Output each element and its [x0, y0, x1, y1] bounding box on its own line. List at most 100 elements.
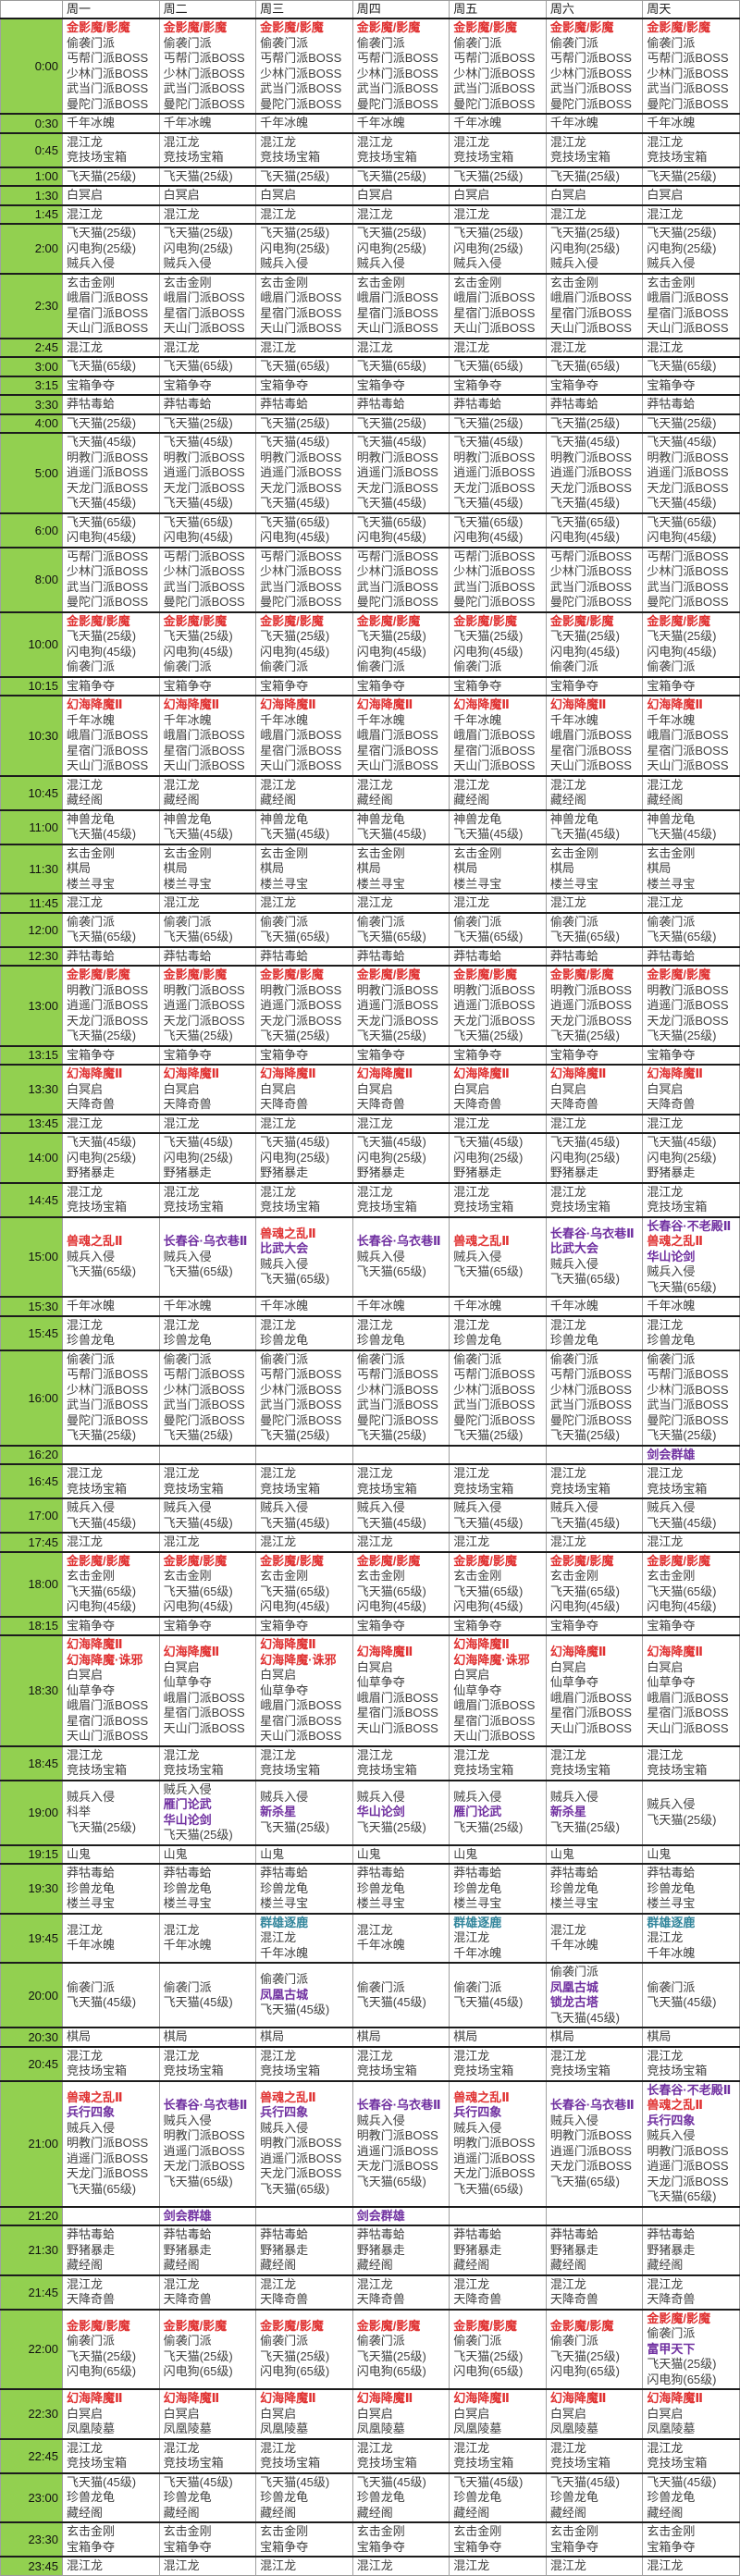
- event-label: 莽牯毒蛤: [260, 1866, 309, 1880]
- schedule-cell: 混江龙: [158, 337, 256, 357]
- event-label: 白冥启: [260, 188, 297, 202]
- event-label: 混江龙: [647, 134, 684, 149]
- event-label: 山鬼: [356, 1846, 381, 1861]
- event-label: 少林门派BOSS: [356, 66, 438, 80]
- schedule-cell: 贼兵入侵 飞天猫(45级): [158, 1498, 256, 1533]
- event-label: 千年冰魄: [453, 116, 502, 129]
- event-label: 飞天猫(25级): [356, 168, 426, 183]
- event-label: 幻海降魔Ⅱ: [260, 697, 316, 711]
- event-label: 天降奇兽: [67, 2292, 116, 2306]
- schedule-cell: 金影魔/影魔 偷袭门派 丐帮门派BOSS 少林门派BOSS 武当门派BOSS 曼陀门派BO…: [449, 18, 547, 114]
- schedule-cell: 玄击金刚 棋局 楼兰寻宝: [158, 843, 256, 894]
- event-label: 丐帮门派BOSS: [260, 548, 342, 563]
- event-label: 幻海降魔Ⅱ: [453, 2391, 510, 2405]
- event-label: 宝箱争夺: [647, 1047, 696, 1062]
- time-label: 18:30: [0, 1634, 63, 1746]
- event-label: 贼兵入侵: [453, 2120, 502, 2135]
- event-label: 凤凰古城: [549, 1979, 598, 1994]
- event-label: 天山门派BOSS: [549, 1720, 632, 1735]
- event-label: 混江龙: [453, 1115, 490, 1130]
- event-label: 偷袭门派: [260, 914, 309, 929]
- event-label: 竞技场宝箱: [163, 2064, 224, 2077]
- schedule-cell: 千年冰魄: [642, 113, 740, 133]
- event-label: 莽牯毒蛤: [647, 1866, 696, 1880]
- event-label: 峨眉门派BOSS: [549, 290, 632, 304]
- event-label: 混江龙: [356, 1115, 393, 1130]
- event-label: 天山门派BOSS: [67, 758, 149, 772]
- event-label: 峨眉门派BOSS: [647, 1690, 729, 1705]
- event-label: 竞技场宝箱: [356, 2064, 417, 2077]
- event-label: 星宿门派BOSS: [647, 305, 729, 320]
- event-label: 宝箱争夺: [453, 1047, 502, 1062]
- event-label: 峨眉门派BOSS: [356, 728, 438, 742]
- event-label: 飞天猫(25级): [260, 1819, 330, 1834]
- event-label: 飞天猫(65级): [647, 2189, 717, 2203]
- schedule-row: 18:15 宝箱争夺 宝箱争夺 宝箱争夺 宝箱争夺 宝箱争夺 宝箱争夺 宝箱争夺: [0, 1615, 740, 1635]
- event-label: 竞技场宝箱: [67, 1763, 128, 1777]
- event-label: 藏经阁: [356, 2258, 393, 2272]
- event-label: 少林门派BOSS: [453, 66, 536, 80]
- event-label: 野猪暴走: [647, 1165, 696, 1179]
- schedule-cell: 飞天猫(45级) 珍兽龙龟 藏经阁: [449, 2471, 547, 2522]
- schedule-cell: 宝箱争夺: [642, 675, 740, 696]
- event-label: 丐帮门派BOSS: [163, 51, 245, 65]
- event-label: 玄击金刚: [356, 2524, 405, 2538]
- schedule-cell: 千年冰魄: [62, 1296, 160, 1316]
- schedule-cell: 金影魔/影魔 明教门派BOSS 逍遥门派BOSS 天龙门派BOSS 飞天猫(25级): [62, 965, 160, 1046]
- event-label: 玄击金刚: [67, 845, 116, 860]
- schedule-cell: 莽牯毒蛤 珍兽龙龟 楼兰寻宝: [545, 1863, 643, 1914]
- event-label: 飞天猫(45级): [356, 496, 426, 510]
- event-label: 闪电狗(45级): [356, 1599, 426, 1613]
- event-label: 科举: [67, 1805, 92, 1819]
- event-label: 莽牯毒蛤: [260, 948, 309, 963]
- schedule-cell: 混江龙: [62, 1113, 160, 1133]
- schedule-cell: 混江龙 竞技场宝箱: [545, 1181, 643, 1217]
- event-label: 贼兵入侵: [356, 256, 405, 270]
- schedule-row: 1:00 飞天猫(25级) 飞天猫(25级) 飞天猫(25级) 飞天猫(25级) 飞天猫(…: [0, 166, 740, 186]
- event-label: 飞天猫(65级): [356, 1264, 426, 1278]
- event-label: 野猪暴走: [453, 2242, 502, 2257]
- event-label: 藏经阁: [260, 2505, 297, 2520]
- schedule-cell: 金影魔/影魔 偷袭门派 富甲天下 飞天猫(25级) 闪电狗(65级): [642, 2308, 740, 2389]
- event-label: 曼陀门派BOSS: [356, 595, 438, 609]
- event-label: 幻海降魔Ⅱ: [67, 1637, 123, 1651]
- schedule-cell: 贼兵入侵 飞天猫(25级): [642, 1779, 740, 1845]
- event-label: 飞天猫(65级): [647, 1584, 717, 1598]
- event-label: 玄击金刚: [163, 845, 212, 860]
- event-label: 富甲天下: [647, 2341, 696, 2356]
- schedule-cell: 宝箱争夺: [158, 1615, 256, 1635]
- event-label: 闪电狗(65级): [67, 2364, 137, 2379]
- schedule-cell: 飞天猫(65级) 闪电狗(45级): [642, 512, 740, 548]
- event-label: 棋局: [453, 861, 478, 875]
- schedule-cell: 混江龙: [545, 893, 643, 913]
- schedule-cell: 混江龙: [545, 1532, 643, 1552]
- event-label: 偷袭门派: [356, 659, 405, 673]
- event-label: 玄击金刚: [67, 2524, 116, 2538]
- event-label: 偷袭门派: [356, 2334, 405, 2348]
- event-label: 仙草争夺: [260, 1682, 309, 1697]
- event-label: 丐帮门派BOSS: [67, 1367, 149, 1381]
- event-label: 藏经阁: [356, 793, 393, 807]
- event-label: 丐帮门派BOSS: [67, 548, 149, 563]
- event-label: 武当门派BOSS: [163, 1398, 245, 1411]
- event-label: 天龙门派BOSS: [356, 1013, 438, 1028]
- event-label: 混江龙: [260, 1184, 297, 1199]
- schedule-cell: 白冥启: [158, 185, 256, 205]
- event-label: 珍兽龙龟: [67, 1880, 116, 1895]
- event-label: 贼兵入侵: [549, 256, 598, 270]
- schedule-cell: 偷袭门派 飞天猫(45级): [158, 1962, 256, 2028]
- event-label: 天降奇兽: [67, 1097, 116, 1111]
- schedule-cell: 丐帮门派BOSS 少林门派BOSS 武当门派BOSS 曼陀门派BOSS: [449, 546, 547, 612]
- schedule-cell: 混江龙 藏经阁: [62, 774, 160, 810]
- event-label: 莽牯毒蛤: [163, 2227, 212, 2241]
- schedule-cell: 白冥启: [642, 185, 740, 205]
- event-label: 金影魔/影魔: [356, 1553, 421, 1568]
- schedule-cell: 莽牯毒蛤: [449, 394, 547, 414]
- schedule-cell: 混江龙 竞技场宝箱: [62, 131, 160, 167]
- schedule-cell: 混江龙: [255, 893, 353, 913]
- event-label: 长春谷·乌衣巷Ⅱ: [163, 2098, 248, 2112]
- event-label: 玄击金刚: [453, 275, 502, 290]
- event-label: 星宿门派BOSS: [67, 743, 149, 758]
- schedule-cell: 混江龙 竞技场宝箱: [545, 131, 643, 167]
- event-label: 混江龙: [453, 2558, 490, 2572]
